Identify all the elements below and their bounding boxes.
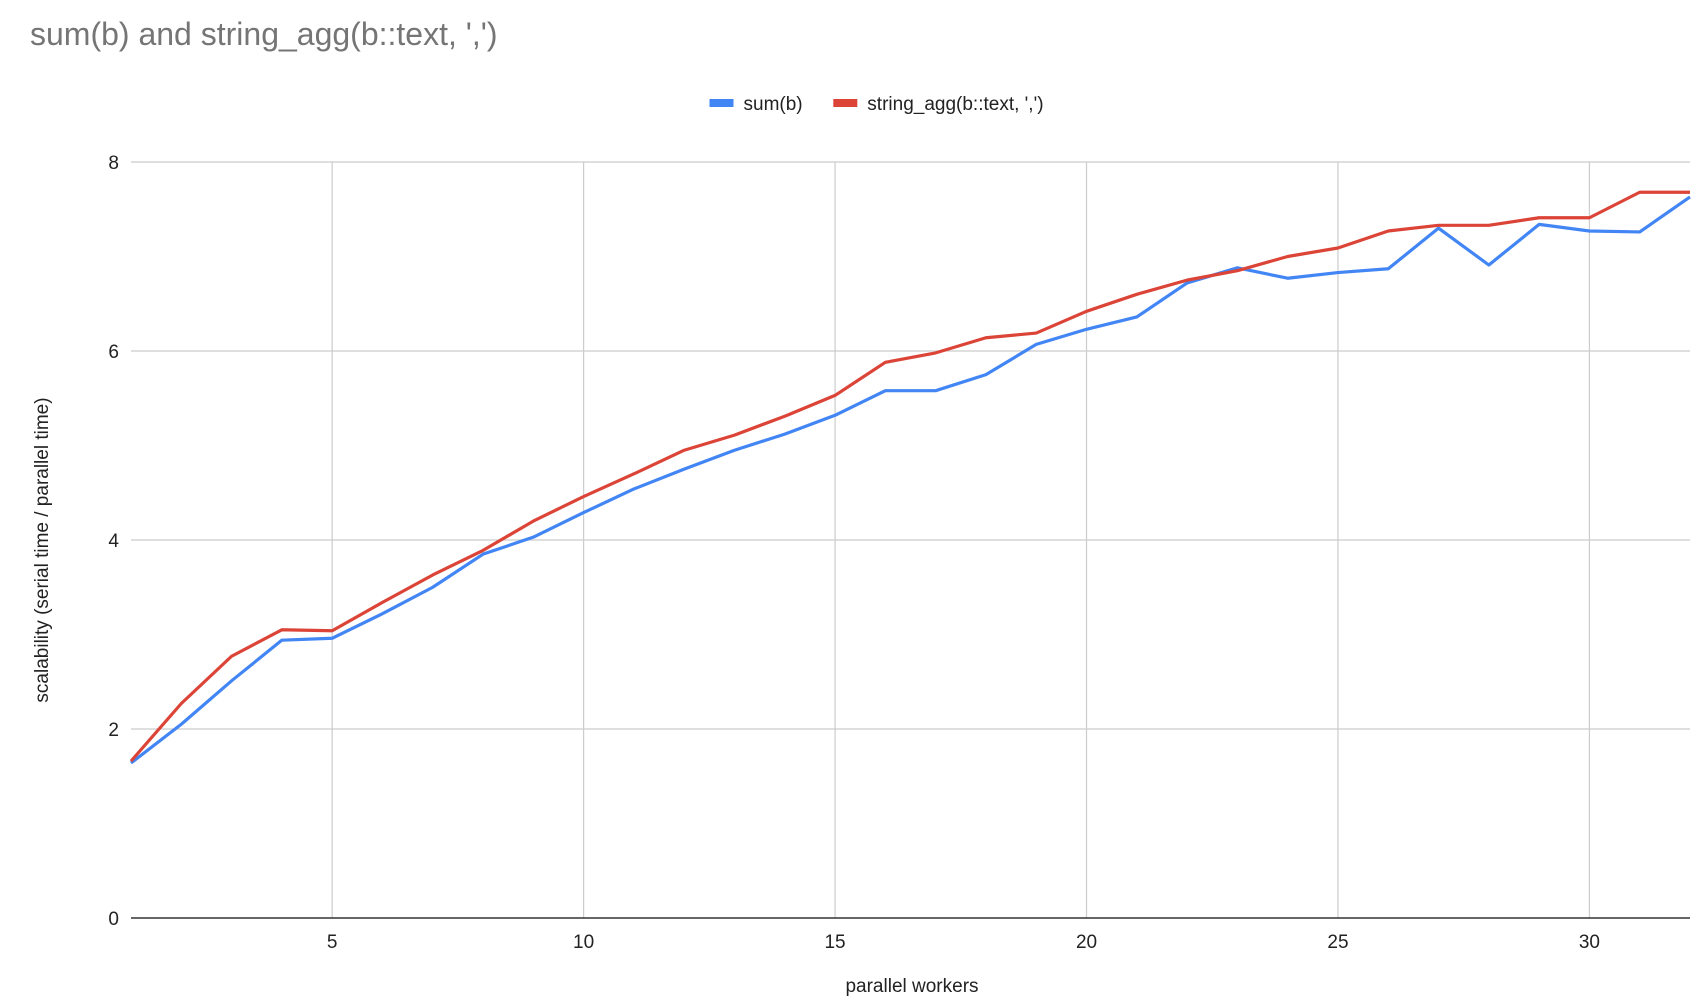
axes: 0 2 4 6 8 5 10 15 20 25 30 — [108, 153, 1690, 953]
legend-entry-2: string_agg(b::text, ',') — [833, 94, 1044, 115]
x-axis-title: parallel workers — [845, 976, 978, 997]
x-tick-label: 20 — [1076, 932, 1097, 953]
x-tick-label: 30 — [1579, 932, 1600, 953]
y-tick-label: 4 — [108, 531, 119, 552]
grid-lines — [131, 161, 1690, 918]
chart-title: sum(b) and string_agg(b::text, ',') — [30, 16, 498, 52]
legend-entry-1: sum(b) — [709, 94, 803, 115]
series-lines — [129, 190, 1691, 765]
y-tick-label: 0 — [108, 909, 119, 930]
legend-swatch — [709, 99, 734, 107]
x-tick-label: 5 — [327, 932, 338, 953]
x-tick-label: 25 — [1327, 932, 1348, 953]
legend: sum(b) string_agg(b::text, ',') — [709, 94, 1044, 115]
series-line-2 — [129, 190, 1690, 763]
legend-label: sum(b) — [744, 94, 803, 115]
series-line-1 — [130, 195, 1691, 765]
y-tick-label: 8 — [108, 153, 119, 174]
legend-label: string_agg(b::text, ',') — [867, 94, 1043, 115]
legend-swatch — [833, 99, 858, 107]
y-axis-title: scalability (serial time / parallel time… — [32, 397, 53, 702]
y-tick-label: 6 — [108, 342, 119, 363]
y-tick-label: 2 — [108, 720, 119, 741]
x-tick-label: 10 — [573, 932, 594, 953]
x-tick-label: 15 — [824, 932, 845, 953]
